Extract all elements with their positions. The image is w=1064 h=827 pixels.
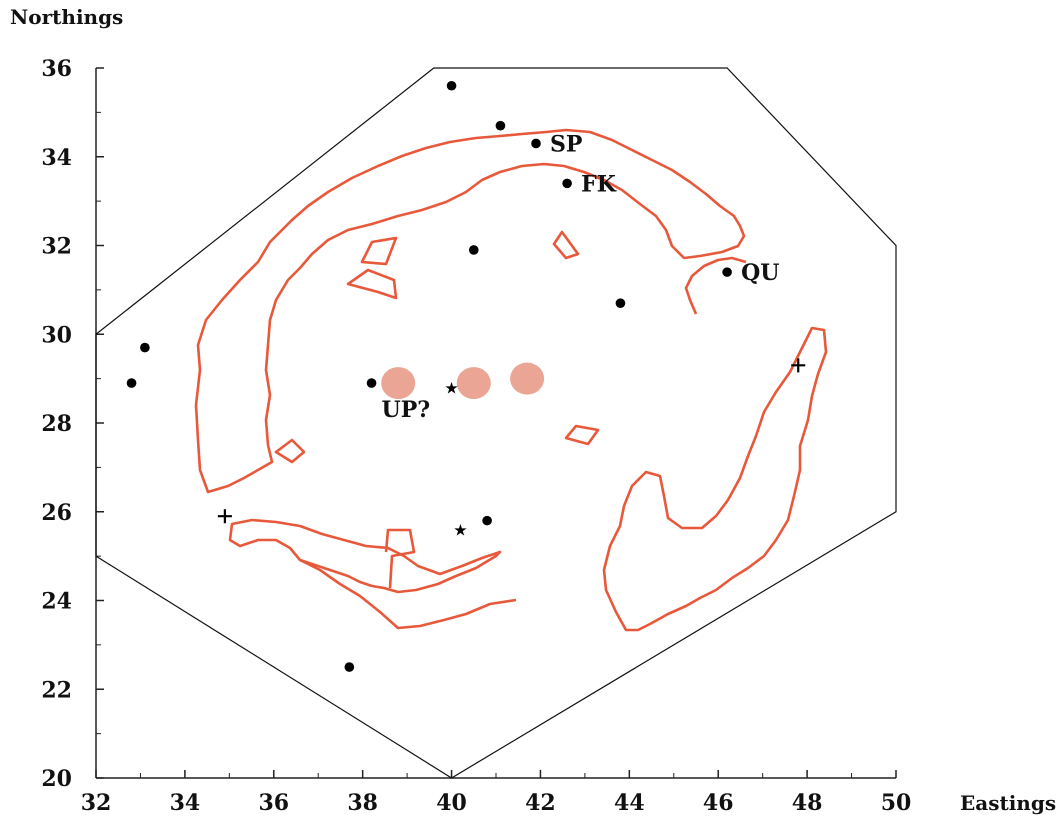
- y-tick-label: 28: [41, 411, 72, 437]
- x-tick-label: 32: [81, 790, 112, 816]
- site-label: SP: [550, 131, 582, 157]
- x-tick-label: 46: [703, 790, 734, 816]
- anomaly-blobs: [381, 362, 545, 400]
- y-tick-label: 20: [41, 766, 72, 792]
- site-dot: [344, 662, 355, 672]
- x-tick-label: 34: [170, 790, 201, 816]
- x-tick-label: 42: [525, 790, 556, 816]
- contour-small-5: [274, 438, 306, 464]
- contour-small-6: [384, 528, 416, 589]
- x-tick-label: 36: [258, 790, 289, 816]
- site-label: QU: [741, 260, 779, 286]
- x-tick-label: 40: [436, 790, 467, 816]
- contour-small-1: [360, 236, 398, 266]
- contour-small-3: [552, 230, 580, 260]
- y-tick-label: 32: [41, 234, 72, 260]
- contours: [194, 128, 828, 632]
- x-tick-label: 44: [614, 790, 645, 816]
- survey-boundary: [95, 67, 897, 779]
- site-dot: [140, 342, 150, 353]
- site-markers: SP FK QU UP? ★ ★: [126, 80, 806, 672]
- contour-south-arc: [228, 518, 502, 594]
- y-tick-label: 30: [41, 322, 72, 348]
- x-tick-label: 50: [881, 790, 912, 816]
- site-dot: [531, 138, 541, 149]
- y-tick-label: 22: [41, 677, 72, 703]
- contour-east-lobe: [602, 326, 828, 632]
- contour-qu-hook: [684, 256, 747, 315]
- site-dot: [468, 245, 479, 255]
- x-tick-label: 48: [792, 790, 823, 816]
- site-star: ★: [444, 379, 458, 398]
- site-dot: [495, 120, 506, 131]
- y-axis-title: Northings: [10, 5, 123, 29]
- contour-south-arc-lower: [299, 558, 517, 630]
- anomaly-blob: [381, 367, 416, 400]
- site-label: UP?: [382, 397, 431, 423]
- contour-small-4: [564, 424, 600, 446]
- site-dot: [722, 267, 732, 277]
- site-dot: [562, 178, 572, 189]
- site-cross: [791, 358, 806, 373]
- contour-north-arc: [194, 128, 746, 494]
- site-dot: [482, 515, 492, 526]
- y-tick-label: 26: [41, 500, 72, 526]
- y-tick-label: 24: [41, 589, 72, 615]
- site-dot: [366, 378, 377, 388]
- site-cross: [217, 509, 232, 524]
- anomaly-blob: [456, 367, 491, 400]
- anomaly-blob: [510, 362, 545, 395]
- axis-ticks: 32 34 36 38 40 42 44 46 48 50 20 22 24 26 28 30 32 34 36: [41, 56, 911, 816]
- x-tick-label: 38: [347, 790, 378, 816]
- site-dot: [126, 378, 137, 388]
- site-dot: [615, 298, 626, 308]
- x-axis-title: Eastings: [960, 791, 1056, 815]
- site-star: ★: [453, 521, 467, 540]
- site-label: FK: [581, 171, 617, 197]
- y-tick-label: 36: [41, 56, 72, 82]
- y-tick-label: 34: [41, 145, 72, 171]
- contour-small-2: [346, 268, 398, 300]
- site-dot: [446, 80, 457, 91]
